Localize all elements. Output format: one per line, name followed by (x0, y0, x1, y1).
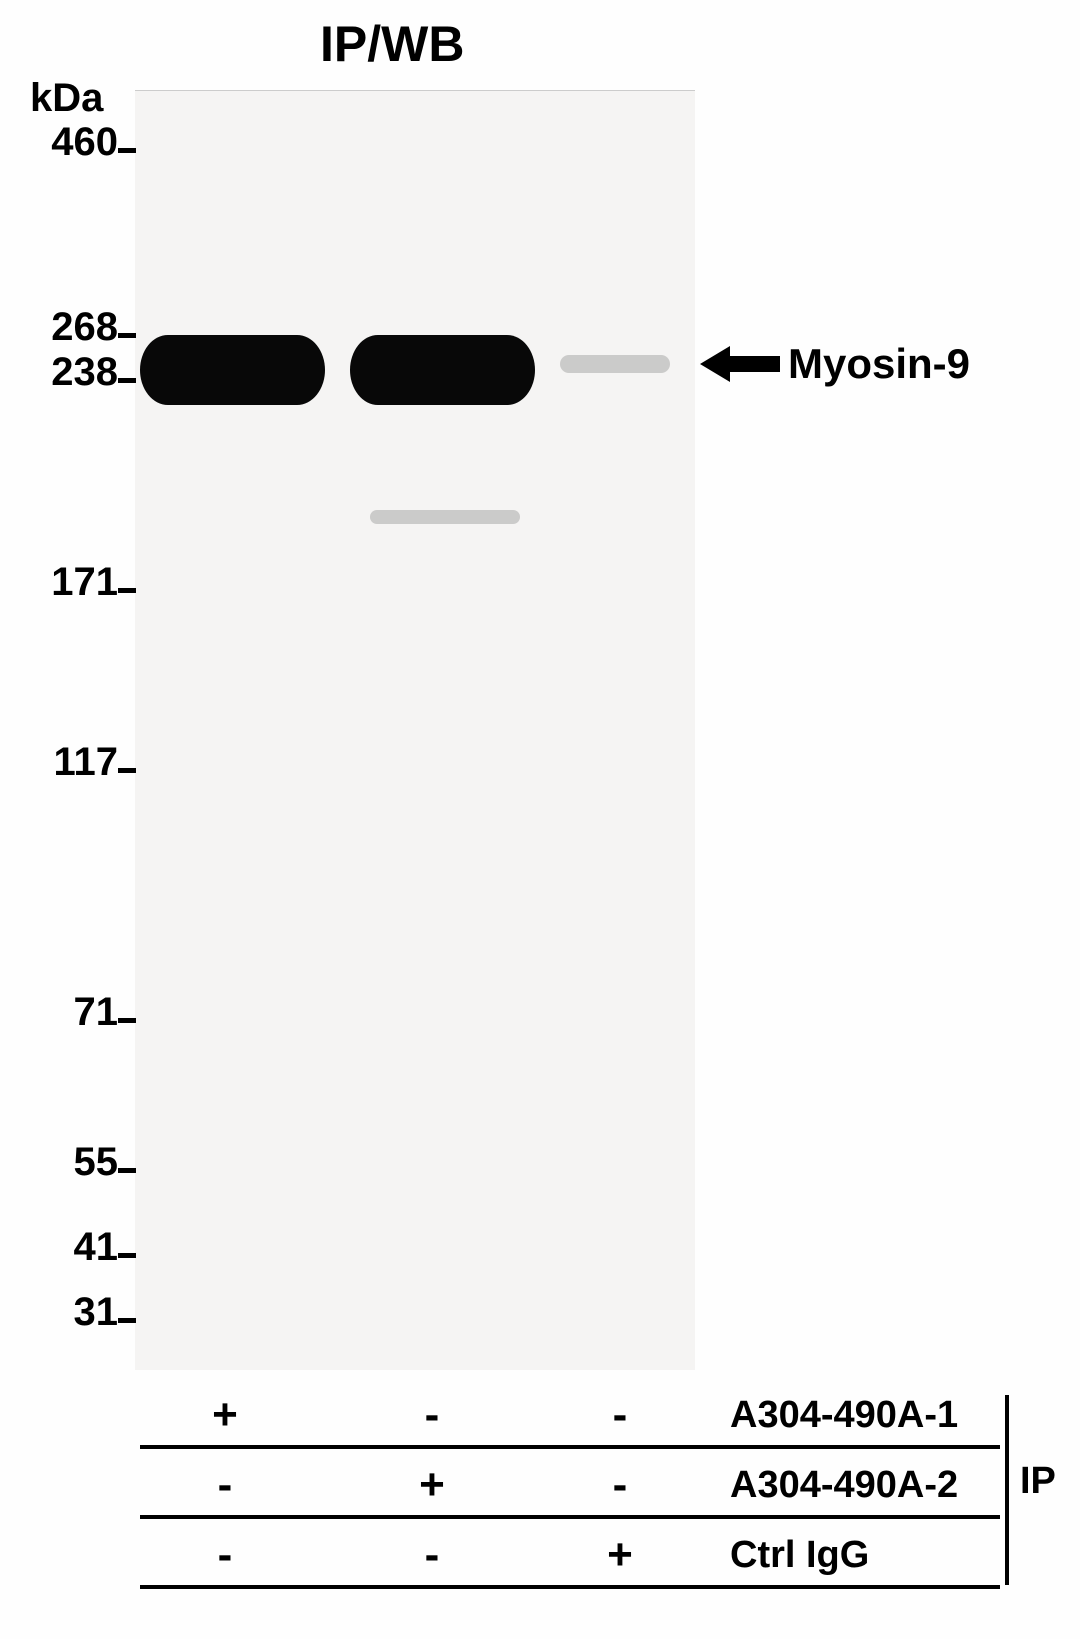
marker-label: 268 (51, 305, 118, 350)
arrow-icon (700, 344, 780, 384)
marker-tick (118, 588, 136, 593)
figure-container: IP/WB kDa 460 268238 171 117 71 55 41 31 Myosin… (0, 0, 1080, 1639)
ip-bracket-label: IP (1020, 1460, 1056, 1503)
antibody-label: A304-490A-1 (730, 1394, 958, 1437)
marker-label: 460 (51, 120, 118, 165)
lane-value: - (210, 1530, 240, 1580)
antibody-label: A304-490A-2 (730, 1464, 958, 1507)
target-protein-label: Myosin-9 (700, 340, 970, 388)
lane-value: - (417, 1390, 447, 1440)
blot-membrane (135, 90, 695, 1370)
marker-label: 71 (74, 990, 119, 1035)
lane-value: - (210, 1460, 240, 1510)
marker-tick (118, 768, 136, 773)
marker-tick (118, 1253, 136, 1258)
antibody-label: Ctrl IgG (730, 1534, 869, 1577)
faint-band (370, 510, 520, 524)
protein-band (140, 335, 325, 405)
lane-value: - (605, 1460, 635, 1510)
marker-tick (118, 1018, 136, 1023)
figure-title: IP/WB (320, 15, 464, 73)
lane-value: + (417, 1460, 447, 1510)
faint-band (560, 355, 670, 373)
table-divider (140, 1515, 1000, 1519)
marker-tick (118, 148, 136, 153)
marker-label: 41 (74, 1225, 119, 1270)
marker-label: 117 (53, 740, 118, 785)
lane-value: - (417, 1530, 447, 1580)
ip-bracket-line (1005, 1395, 1009, 1585)
marker-label: 31 (74, 1290, 119, 1335)
marker-label: 238 (51, 350, 118, 395)
marker-tick (118, 378, 136, 383)
marker-label: 171 (51, 560, 118, 605)
marker-label: 55 (74, 1140, 119, 1185)
table-divider (140, 1445, 1000, 1449)
lane-value: + (210, 1390, 240, 1440)
table-divider (140, 1585, 1000, 1589)
lane-value: - (605, 1390, 635, 1440)
kda-unit-label: kDa (30, 76, 103, 121)
marker-tick (118, 333, 136, 338)
lane-value: + (605, 1530, 635, 1580)
marker-tick (118, 1168, 136, 1173)
protein-band (350, 335, 535, 405)
marker-tick (118, 1318, 136, 1323)
target-protein-name: Myosin-9 (788, 340, 970, 388)
